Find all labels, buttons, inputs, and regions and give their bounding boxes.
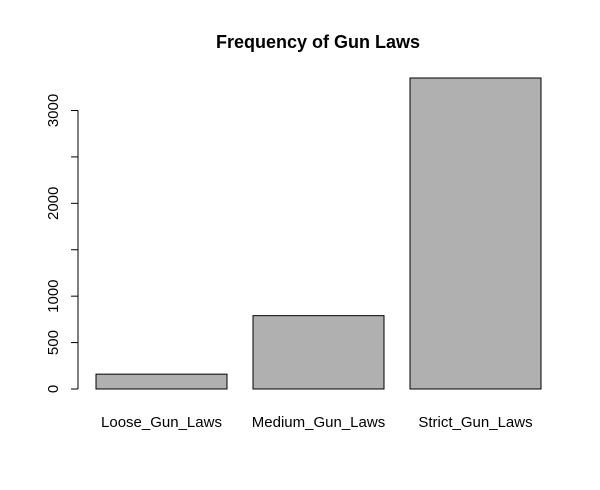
x-category-label: Loose_Gun_Laws: [101, 414, 222, 431]
bar-loose-gun-laws: [95, 373, 228, 390]
y-tick-label: 2000: [45, 187, 62, 220]
y-tick-label: 1000: [45, 279, 62, 312]
y-axis: 0 500 1000 2000 3000: [45, 94, 79, 393]
y-tick-label: 500: [45, 330, 62, 355]
bars: [95, 77, 542, 390]
y-tick-label: 0: [45, 385, 62, 393]
x-category-label: Medium_Gun_Laws: [252, 414, 385, 431]
bar-strict-gun-laws: [409, 77, 542, 390]
x-category-label: Strict_Gun_Laws: [418, 414, 532, 431]
x-axis-labels: Loose_Gun_Laws Medium_Gun_Laws Strict_Gun_…: [101, 414, 533, 431]
bar-medium-gun-laws: [252, 315, 385, 390]
chart-title: Frequency of Gun Laws: [216, 32, 420, 52]
y-tick-label: 3000: [45, 94, 62, 127]
